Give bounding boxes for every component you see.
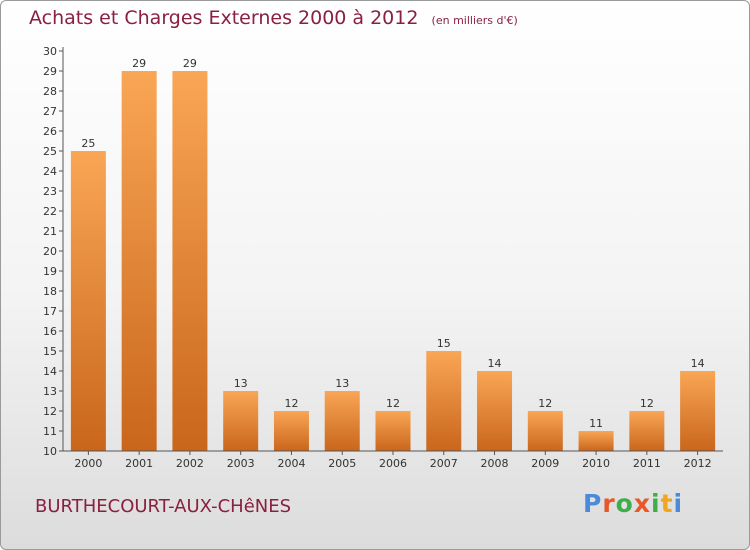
x-tick-label: 2004 (277, 457, 305, 470)
x-tick-label: 2011 (633, 457, 661, 470)
y-tick-label: 12 (43, 405, 57, 418)
proxiti-logo: Proxiti (583, 489, 683, 518)
x-tick-label: 2003 (227, 457, 255, 470)
bar-2004 (273, 411, 309, 451)
bar-value-label: 14 (488, 357, 502, 370)
y-tick-label: 24 (43, 165, 57, 178)
bar-2006 (375, 411, 411, 451)
bar-value-label: 29 (132, 57, 146, 70)
logo-letter: i (651, 489, 661, 518)
bar-value-label: 14 (691, 357, 705, 370)
x-tick-label: 2007 (430, 457, 458, 470)
y-tick-label: 14 (43, 365, 57, 378)
bar-2008 (477, 371, 513, 451)
y-tick-label: 10 (43, 445, 57, 458)
bar-2002 (172, 71, 208, 451)
x-tick-label: 2001 (125, 457, 153, 470)
y-tick-label: 13 (43, 385, 57, 398)
y-tick-label: 29 (43, 65, 57, 78)
bar-value-label: 12 (386, 397, 400, 410)
bar-value-label: 13 (335, 377, 349, 390)
bar-value-label: 15 (437, 337, 451, 350)
bar-value-label: 12 (538, 397, 552, 410)
y-tick-label: 25 (43, 145, 57, 158)
logo-letter: o (615, 489, 634, 518)
bar-2007 (426, 351, 462, 451)
x-tick-label: 2005 (328, 457, 356, 470)
y-tick-label: 18 (43, 285, 57, 298)
chart-unit-note: (en milliers d'€) (431, 14, 518, 27)
bar-2000 (70, 151, 106, 451)
y-tick-label: 11 (43, 425, 57, 438)
y-tick-label: 26 (43, 125, 57, 138)
chart-title: Achats et Charges Externes 2000 à 2012 (29, 7, 419, 29)
bar-2001 (121, 71, 157, 451)
logo-letter: r (602, 489, 616, 518)
y-tick-label: 15 (43, 345, 57, 358)
x-tick-label: 2000 (74, 457, 102, 470)
logo-letter: P (583, 489, 603, 518)
commune-name: BURTHECOURT-AUX-CHêNES (35, 496, 292, 517)
x-tick-label: 2002 (176, 457, 204, 470)
bar-value-label: 12 (640, 397, 654, 410)
y-tick-label: 21 (43, 225, 57, 238)
x-tick-label: 2010 (582, 457, 610, 470)
y-tick-label: 16 (43, 325, 57, 338)
x-tick-label: 2012 (684, 457, 712, 470)
x-tick-label: 2008 (481, 457, 509, 470)
bar-2009 (527, 411, 563, 451)
bar-value-label: 11 (589, 417, 603, 430)
bar-2011 (629, 411, 665, 451)
bar-value-label: 13 (234, 377, 248, 390)
logo-letter: x (633, 489, 651, 518)
bar-2010 (578, 431, 614, 451)
y-tick-label: 20 (43, 245, 57, 258)
x-tick-label: 2009 (531, 457, 559, 470)
logo-letter: t (660, 489, 674, 518)
y-tick-label: 23 (43, 185, 57, 198)
y-tick-label: 28 (43, 85, 57, 98)
bar-value-label: 29 (183, 57, 197, 70)
logo-letter: i (673, 489, 684, 518)
bar-2012 (680, 371, 716, 451)
y-tick-label: 22 (43, 205, 57, 218)
bar-2005 (324, 391, 360, 451)
y-tick-label: 30 (43, 45, 57, 58)
bar-value-label: 12 (284, 397, 298, 410)
y-tick-label: 19 (43, 265, 57, 278)
bar-2003 (223, 391, 259, 451)
y-tick-label: 27 (43, 105, 57, 118)
chart-title-block: Achats et Charges Externes 2000 à 2012 (… (29, 7, 518, 29)
x-tick-label: 2006 (379, 457, 407, 470)
y-tick-label: 17 (43, 305, 57, 318)
bar-value-label: 25 (81, 137, 95, 150)
